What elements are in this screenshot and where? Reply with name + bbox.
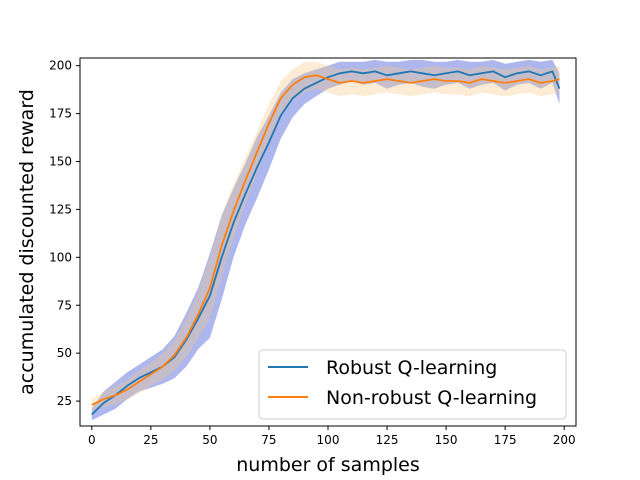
y-tick-label: 175 (49, 107, 72, 121)
legend-label-non-robust: Non-robust Q-learning (326, 387, 537, 409)
y-tick-label: 25 (57, 394, 72, 408)
band-non-robust (91, 61, 560, 411)
band-robust (91, 59, 560, 421)
y-tick-label: 100 (49, 250, 72, 264)
x-tick-label: 0 (88, 433, 96, 447)
series-lines (91, 70, 561, 416)
x-tick-label: 75 (261, 433, 276, 447)
series-line-non-robust (91, 74, 560, 406)
x-tick-label: 175 (494, 433, 517, 447)
x-tick-label: 50 (202, 433, 217, 447)
x-axis-ticks: 0 25 50 75 100 125 150 175 200 (88, 426, 576, 447)
y-tick-label: 50 (57, 346, 72, 360)
x-axis-title: number of samples (236, 454, 420, 476)
legend-box (258, 349, 567, 420)
confidence-bands (91, 59, 560, 421)
legend: Robust Q-learning Non-robust Q-learning (258, 349, 567, 420)
x-tick-label: 200 (553, 433, 576, 447)
x-tick-label: 25 (143, 433, 158, 447)
legend-label-robust: Robust Q-learning (326, 357, 497, 379)
y-tick-label: 150 (49, 155, 72, 169)
x-tick-label: 150 (435, 433, 458, 447)
series-line-robust (91, 70, 561, 416)
y-tick-label: 200 (49, 59, 72, 73)
x-tick-label: 125 (376, 433, 399, 447)
y-axis-ticks: 25 50 75 100 125 150 175 200 (49, 59, 80, 408)
y-tick-label: 75 (57, 298, 72, 312)
x-tick-label: 100 (317, 433, 340, 447)
y-axis-title: accumulated discounted reward (16, 89, 38, 395)
y-tick-label: 125 (49, 202, 72, 216)
